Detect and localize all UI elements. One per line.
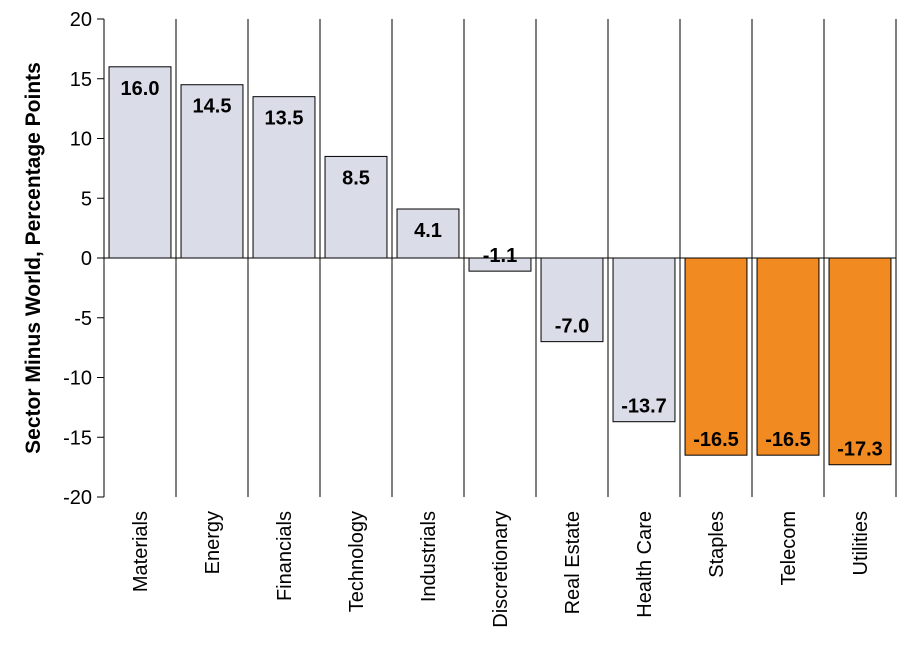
bar-telecom <box>756 257 820 456</box>
y-tick-label: 15 <box>70 69 92 91</box>
bar-real-estate <box>540 257 604 343</box>
y-tick-label: 20 <box>70 9 92 31</box>
y-axis-title: Sector Minus World, Percentage Points <box>22 62 45 454</box>
data-label: 14.5 <box>193 96 232 118</box>
category-label: Telecom <box>778 511 800 585</box>
bar-technology <box>324 155 388 259</box>
data-labels: 16.0 14.5 13.5 8.5 4.1 -1.1 -7.0 -13.7 -16.5 -16.… <box>121 78 883 461</box>
data-label: -17.3 <box>837 439 883 461</box>
data-label: -1.1 <box>483 245 517 267</box>
bars <box>108 66 892 466</box>
y-tick-label: -10 <box>63 368 92 390</box>
category-label: Real Estate <box>562 511 584 614</box>
y-tick-label: 0 <box>81 248 92 270</box>
category-label: Financials <box>274 511 296 601</box>
category-label: Staples <box>706 511 728 578</box>
data-label: 16.0 <box>121 78 160 100</box>
axes <box>97 18 896 498</box>
category-label: Materials <box>130 511 152 592</box>
category-labels: Materials Energy Financials Technology Indus… <box>130 511 872 628</box>
bar-financials <box>252 96 316 259</box>
data-label: 13.5 <box>265 108 304 130</box>
data-label: 8.5 <box>342 167 370 189</box>
y-tick-label: -15 <box>63 427 92 449</box>
y-tick-labels: 20 15 10 5 0 -5 -10 -15 -20 <box>63 9 92 509</box>
bar-energy <box>180 84 244 259</box>
y-tick-label: -5 <box>74 308 92 330</box>
category-label: Health Care <box>634 511 656 618</box>
y-tick-label: 10 <box>70 129 92 151</box>
data-label: -13.7 <box>621 396 667 418</box>
category-label: Technology <box>346 511 368 612</box>
bar-materials <box>108 66 172 259</box>
category-label: Energy <box>202 511 224 574</box>
category-label: Utilities <box>850 511 872 575</box>
data-label: -16.5 <box>693 429 739 451</box>
category-label: Industrials <box>418 511 440 602</box>
data-label: -16.5 <box>765 429 811 451</box>
y-tick-label: 5 <box>81 188 92 210</box>
data-label: -7.0 <box>555 316 589 338</box>
category-label: Discretionary <box>490 511 512 628</box>
bar-staples <box>684 257 748 456</box>
data-label: 4.1 <box>414 220 442 242</box>
bar-utilities <box>828 257 892 466</box>
bar-health-care <box>612 257 676 423</box>
bar-industrials <box>396 208 460 259</box>
y-tick-label: -20 <box>63 487 92 509</box>
